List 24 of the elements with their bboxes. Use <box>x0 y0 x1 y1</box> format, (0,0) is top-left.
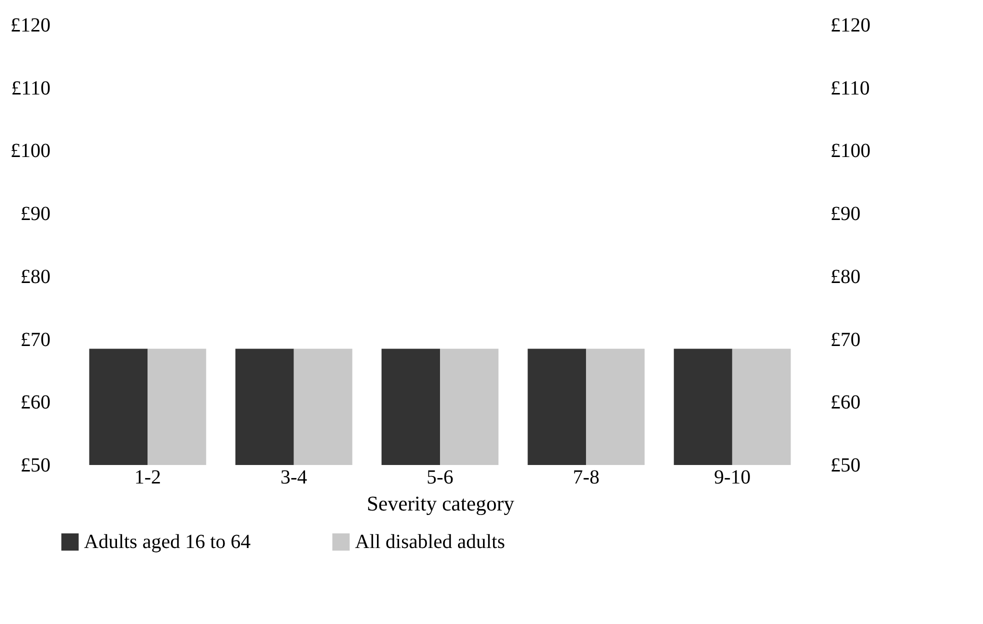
y-tick-label: £90 <box>20 203 50 226</box>
y-tick-label: £60 <box>20 392 50 414</box>
y2-tick-label: £80 <box>830 266 860 288</box>
legend-label: Adults aged 16 to 64 <box>84 531 251 553</box>
x-tick-label: 3-4 <box>280 466 308 488</box>
y2-tick-label: £100 <box>830 140 870 162</box>
x-tick-label: 1-2 <box>134 466 162 488</box>
x-tick-label: 9-10 <box>714 466 751 488</box>
y-tick-label: £50 <box>20 454 50 476</box>
y2-tick-label: £50 <box>830 454 860 476</box>
x-axis-title: Severity category <box>366 492 515 516</box>
legend-label: All disabled adults <box>355 531 506 553</box>
y-tick-label: £100 <box>10 140 50 162</box>
y-tick-label: £120 <box>10 14 50 36</box>
y2-tick-label: £110 <box>830 77 870 100</box>
y2-tick-label: £90 <box>830 203 860 226</box>
y2-tick-label: £60 <box>830 392 860 414</box>
x-tick-label: 7-8 <box>572 466 600 488</box>
x-tick-label: 5-6 <box>426 466 454 488</box>
y2-tick-label: £70 <box>830 328 860 351</box>
y-tick-label: £80 <box>20 266 50 288</box>
y-tick-label: £70 <box>20 328 50 351</box>
y2-tick-label: £120 <box>830 14 870 36</box>
y-tick-label: £110 <box>11 77 50 100</box>
